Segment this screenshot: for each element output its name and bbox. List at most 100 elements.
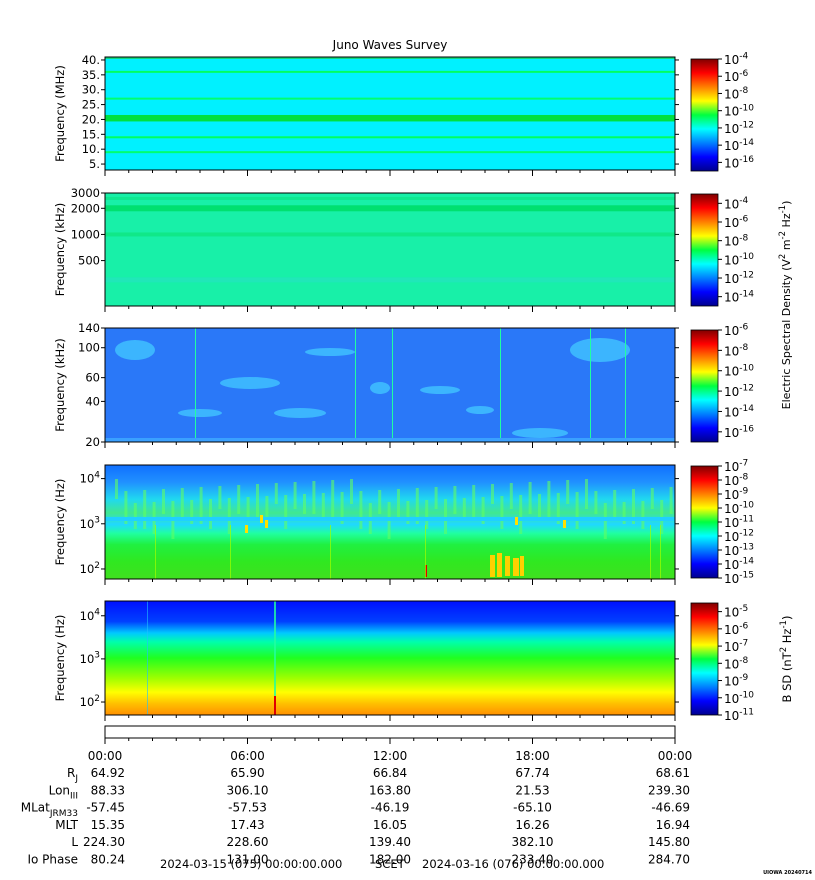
- ephemeris-value: 65.90: [230, 766, 264, 780]
- ephemeris-label: Io Phase: [27, 853, 78, 867]
- ephemeris-value: 163.80: [369, 783, 411, 797]
- y-tick-label: 100: [78, 341, 100, 355]
- ephemeris-table: RJ 64.92 65.90 66.84 67.74 68.61 LonIII 88.33 30…: [21, 766, 690, 867]
- y-axis-label: Frequency (Hz): [53, 479, 67, 566]
- colorbar-tick-label: 10-8: [724, 656, 749, 671]
- colorbar-tick-label: 10-8: [724, 233, 749, 248]
- time-tick-label: 06:00: [230, 749, 265, 763]
- colorbar-tick-label: 10-8: [724, 86, 749, 101]
- y-tick-label: 104: [80, 470, 101, 485]
- ephemeris-value: 80.24: [91, 853, 125, 867]
- ephemeris-value: -46.19: [371, 801, 410, 815]
- y-tick-label: 104: [80, 608, 101, 623]
- ephemeris-value: -57.45: [86, 801, 125, 815]
- y-tick-label: 40: [85, 394, 100, 408]
- panel-5: 104 103 102 Frequency (Hz): [53, 600, 679, 721]
- footer-start: 2024-03-15 (075) 00:00:00.000: [160, 857, 342, 871]
- y-tick-label: 35.: [82, 68, 100, 82]
- colorbar-5: 10-5 10-6 10-7 10-8 10-9 10-10 10-11 B SD (nT2 …: [690, 602, 794, 723]
- colorbar-tick-label: 10-10: [724, 690, 754, 705]
- ephemeris-label: MLatJRM33: [21, 801, 78, 819]
- ephemeris-value: 284.70: [648, 853, 690, 867]
- y-axis-label: Frequency (Hz): [53, 615, 67, 702]
- colorbar-3: 10-6 10-8 10-10 10-12 10-14 10-16: [690, 323, 754, 443]
- footer-scet: SCET: [375, 857, 406, 871]
- colorbar-tick-label: 10-16: [724, 424, 754, 439]
- y-tick-label: 3000: [71, 186, 100, 200]
- colorbar-tick-label: 10-14: [724, 557, 754, 572]
- colorbar-tick-label: 10-16: [724, 155, 754, 170]
- colorbar-tick-label: 10-6: [724, 323, 749, 338]
- colorbar-tick-label: 10-7: [724, 459, 748, 474]
- electric-colorbar-label: Electric Spectral Density (V2 m-2 Hz-1): [778, 201, 793, 410]
- colorbar-tick-label: 10-4: [724, 196, 749, 211]
- colorbar-tick-label: 10-9: [724, 487, 749, 502]
- y-tick-label: 500: [78, 254, 100, 268]
- colorbar-tick-label: 10-12: [724, 529, 754, 544]
- y-tick-label: 103: [80, 516, 100, 531]
- watermark: UIOWA 20240714: [763, 870, 812, 876]
- y-tick-label: 20.: [82, 112, 100, 126]
- ephemeris-value: 68.61: [656, 766, 690, 780]
- ephemeris-label: LonIII: [49, 783, 78, 801]
- time-tick-label: 18:00: [515, 749, 550, 763]
- ephemeris-value: 15.35: [91, 818, 125, 832]
- footer-end: 2024-03-16 (076) 00:00:00.000: [422, 857, 604, 871]
- spectrogram-image: [105, 328, 675, 442]
- colorbar-gradient: [690, 602, 719, 716]
- ephemeris-value: 306.10: [227, 783, 269, 797]
- ephemeris-label: RJ: [67, 766, 78, 784]
- ephemeris-value: 16.05: [373, 818, 407, 832]
- colorbar-tick-label: 10-7: [724, 639, 748, 654]
- colorbar-tick-label: 10-13: [724, 543, 754, 558]
- colorbar-tick-label: 10-8: [724, 473, 749, 488]
- y-tick-label: 20: [85, 435, 100, 449]
- panel-3: 140 100 60 40 20 Frequency (kHz): [53, 321, 679, 449]
- ephemeris-value: 145.80: [648, 835, 690, 849]
- ephemeris-value: 21.53: [515, 783, 549, 797]
- ephemeris-value: 382.10: [512, 835, 554, 849]
- y-tick-label: 5.: [89, 157, 100, 171]
- colorbar-tick-label: 10-12: [724, 121, 754, 136]
- colorbar-tick-label: 10-11: [724, 708, 754, 723]
- colorbar-tick-label: 10-10: [724, 363, 754, 378]
- colorbar-4: 10-710-810-910-1010-1110-1210-1310-1410-…: [690, 459, 754, 586]
- colorbar-tick-label: 10-4: [724, 52, 749, 67]
- ephemeris-value: 139.40: [369, 835, 411, 849]
- colorbar-2: 10-4 10-6 10-8 10-10 10-12 10-14: [690, 193, 754, 307]
- colorbar-tick-label: 10-9: [724, 673, 749, 688]
- y-tick-label: 1000: [71, 227, 100, 241]
- ephemeris-value: 233.40: [512, 853, 554, 867]
- panel-1: 40.35.30.25.20.15.10.5. Frequency (MHz): [53, 53, 679, 176]
- y-tick-label: 140: [78, 321, 100, 335]
- colorbar-gradient: [690, 329, 719, 443]
- figure-title: Juno Waves Survey: [332, 38, 448, 52]
- ephemeris-value: 88.33: [91, 783, 125, 797]
- ephemeris-label: L: [71, 835, 78, 849]
- colorbar-1: 10-4 10-6 10-8 10-10 10-12 10-14 10-16: [690, 52, 754, 172]
- colorbars: 10-4 10-6 10-8 10-10 10-12 10-14 10-16 10-4 10-6…: [690, 52, 794, 723]
- spectrogram-image: [105, 193, 675, 306]
- y-tick-label: 60: [85, 371, 100, 385]
- colorbar-tick-label: 10-10: [724, 501, 754, 516]
- y-tick-label: 102: [80, 561, 100, 576]
- spectrogram-image: [105, 601, 675, 715]
- y-tick-label: 40.: [82, 53, 100, 67]
- ephemeris-value: 16.26: [515, 818, 549, 832]
- y-tick-label: 103: [80, 651, 100, 666]
- colorbar-label: B SD (nT2 Hz-1): [779, 616, 794, 703]
- ephemeris-value: 228.60: [227, 835, 269, 849]
- colorbar-tick-label: 10-14: [724, 138, 754, 153]
- colorbar-tick-label: 10-6: [724, 621, 749, 636]
- colorbar-tick-label: 10-10: [724, 103, 754, 118]
- colorbar-gradient: [690, 193, 719, 307]
- colorbar-gradient: [690, 465, 719, 579]
- colorbar-tick-label: 10-12: [724, 384, 754, 399]
- y-tick-label: 25.: [82, 98, 100, 112]
- ephemeris-value: 17.43: [230, 818, 264, 832]
- colorbar-tick-label: 10-5: [724, 604, 748, 619]
- y-axis-label: Frequency (kHz): [53, 203, 67, 296]
- time-tick-label: 00:00: [658, 749, 693, 763]
- ephemeris-value: -46.69: [651, 801, 690, 815]
